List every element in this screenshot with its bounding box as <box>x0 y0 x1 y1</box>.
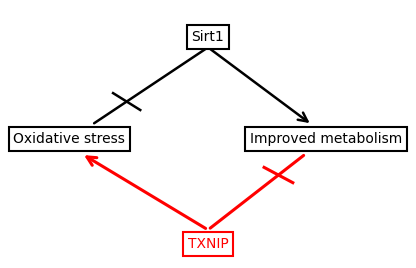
Text: Oxidative stress: Oxidative stress <box>13 132 125 146</box>
Text: Improved metabolism: Improved metabolism <box>250 132 402 146</box>
Text: TXNIP: TXNIP <box>188 237 228 251</box>
Text: Sirt1: Sirt1 <box>192 30 224 44</box>
